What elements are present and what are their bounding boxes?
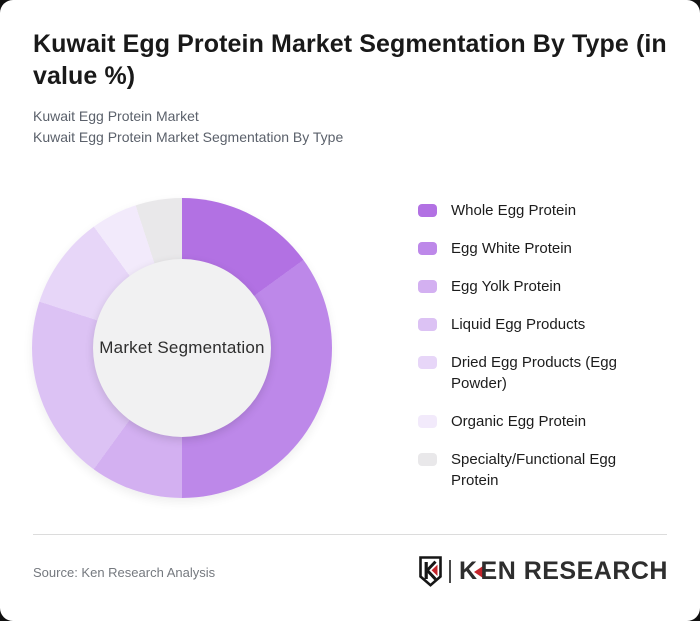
donut-center-label: Market Segmentation xyxy=(99,338,265,357)
legend-label: Specialty/Functional Egg Protein xyxy=(451,451,617,489)
legend-item: Whole Egg Protein xyxy=(418,200,658,221)
legend-item: Dried Egg Products (Egg Powder) xyxy=(418,352,658,394)
legend-item: Egg White Protein xyxy=(418,238,658,259)
logo-red-triangle-icon xyxy=(473,566,483,578)
legend-label: Whole Egg Protein xyxy=(451,202,577,219)
legend-label: Egg Yolk Protein xyxy=(451,278,562,295)
legend-item: Organic Egg Protein xyxy=(418,411,658,432)
legend-item: Liquid Egg Products xyxy=(418,314,658,335)
logo-wordmark: K EN RESEARCH xyxy=(459,557,668,586)
logo-wordmark-k: K xyxy=(458,556,478,585)
legend: Whole Egg Protein Egg White Protein Egg Yo… xyxy=(418,200,658,491)
legend-label: Liquid Egg Products xyxy=(451,316,586,333)
ken-research-shield-icon xyxy=(419,555,442,587)
donut-chart-area: Market Segmentation xyxy=(32,198,332,498)
subtitle-line-2: Kuwait Egg Protein Market Segmentation B… xyxy=(33,129,344,145)
page-title: Kuwait Egg Protein Market Segmentation B… xyxy=(33,30,667,90)
donut-hole: Market Segmentation xyxy=(93,259,271,437)
source-note: Source: Ken Research Analysis xyxy=(33,565,216,580)
ken-research-logo: K EN RESEARCH xyxy=(419,554,668,588)
legend-label: Dried Egg Products (Egg Powder) xyxy=(451,354,617,392)
legend-swatch xyxy=(418,280,437,293)
legend-swatch xyxy=(418,415,437,428)
legend-label: Organic Egg Protein xyxy=(451,413,587,430)
legend-item: Specialty/Functional Egg Protein xyxy=(418,449,658,491)
legend-swatch xyxy=(418,242,437,255)
logo-divider-bar xyxy=(448,559,451,583)
footer-divider xyxy=(33,534,667,535)
legend-item: Egg Yolk Protein xyxy=(418,276,658,297)
subtitle-line-1: Kuwait Egg Protein Market xyxy=(33,108,199,124)
logo-wordmark-rest: EN RESEARCH xyxy=(480,556,668,585)
legend-label: Egg White Protein xyxy=(451,240,572,257)
legend-swatch xyxy=(418,318,437,331)
legend-swatch xyxy=(418,204,437,217)
legend-swatch xyxy=(418,453,437,466)
legend-swatch xyxy=(418,356,437,369)
chart-subtitle: Kuwait Egg Protein Market Kuwait Egg Pro… xyxy=(33,106,343,148)
